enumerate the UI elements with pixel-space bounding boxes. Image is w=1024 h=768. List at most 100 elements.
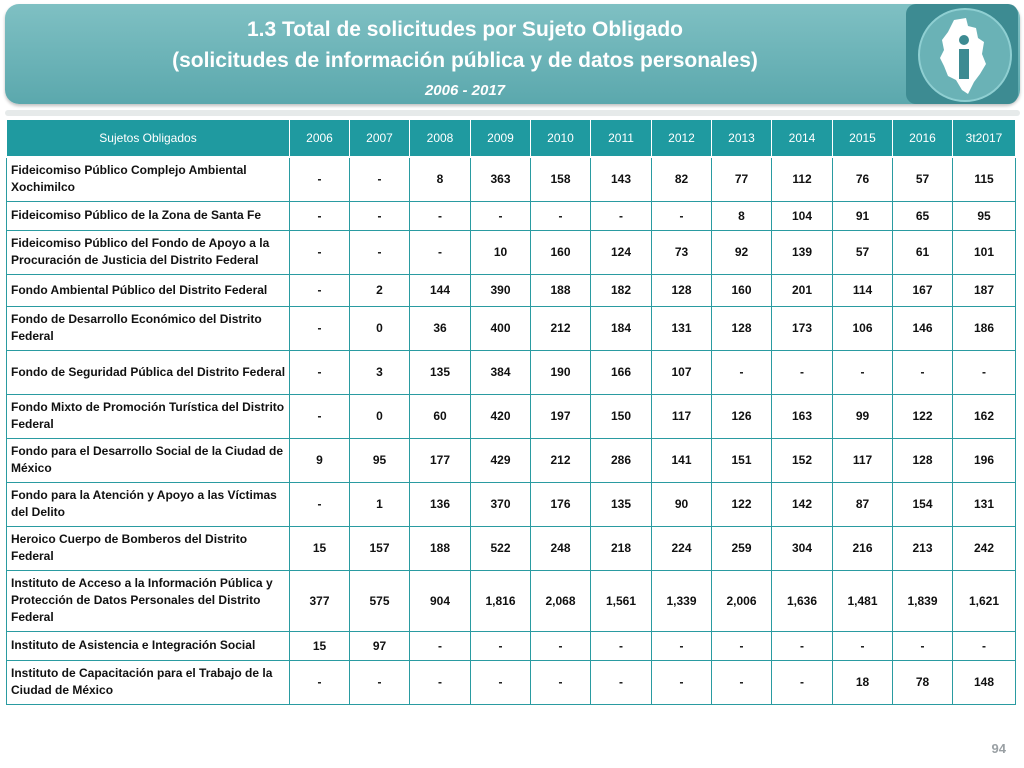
row-value-cell: 146	[892, 305, 953, 351]
row-value-cell: -	[651, 659, 712, 705]
row-value-cell: -	[711, 349, 772, 395]
row-value-cell: 1,339	[651, 569, 712, 632]
row-value-cell: -	[530, 659, 591, 705]
row-value-cell: 60	[409, 393, 471, 439]
row-value-cell: -	[771, 659, 833, 705]
row-value-cell: 144	[409, 273, 471, 307]
row-value-cell: 304	[771, 525, 833, 571]
row-value-cell: 95	[952, 200, 1016, 231]
row-value-cell: 141	[651, 437, 712, 483]
row-value-cell: 1,839	[892, 569, 953, 632]
row-value-cell: 184	[590, 305, 652, 351]
row-value-cell: 148	[952, 659, 1016, 705]
row-value-cell: 77	[711, 156, 772, 202]
row-value-cell: 152	[771, 437, 833, 483]
row-value-cell: -	[470, 659, 531, 705]
row-value-cell: -	[470, 630, 531, 661]
row-value-cell: -	[349, 229, 410, 275]
row-value-cell: 182	[590, 273, 652, 307]
table-row: Heroico Cuerpo de Bomberos del Distrito …	[6, 525, 1016, 571]
row-value-cell: 259	[711, 525, 772, 571]
column-header-year: 2006	[289, 119, 350, 158]
row-value-cell: 131	[952, 481, 1016, 527]
title-banner: 1.3 Total de solicitudes por Sujeto Obli…	[5, 4, 1020, 104]
row-value-cell: 65	[892, 200, 953, 231]
row-value-cell: 522	[470, 525, 531, 571]
row-value-cell: 106	[832, 305, 893, 351]
period-label: 2006 - 2017	[424, 82, 506, 99]
row-value-cell: 8	[409, 156, 471, 202]
row-value-cell: 2,068	[530, 569, 591, 632]
row-value-cell: -	[289, 229, 350, 275]
row-entity-name: Fondo Ambiental Público del Distrito Fed…	[6, 273, 290, 307]
row-value-cell: 97	[349, 630, 410, 661]
table-row: Fondo de Seguridad Pública del Distrito …	[6, 349, 1016, 395]
row-value-cell: -	[651, 630, 712, 661]
row-value-cell: 160	[711, 273, 772, 307]
row-value-cell: 1,481	[832, 569, 893, 632]
row-value-cell: 128	[711, 305, 772, 351]
row-value-cell: 87	[832, 481, 893, 527]
row-value-cell: 176	[530, 481, 591, 527]
page-number: 94	[991, 741, 1006, 756]
row-value-cell: -	[530, 200, 591, 231]
row-value-cell: 384	[470, 349, 531, 395]
row-value-cell: 3	[349, 349, 410, 395]
row-value-cell: 177	[409, 437, 471, 483]
row-value-cell: 124	[590, 229, 652, 275]
row-value-cell: 224	[651, 525, 712, 571]
row-value-cell: 1,561	[590, 569, 652, 632]
row-value-cell: 1	[349, 481, 410, 527]
row-value-cell: -	[289, 200, 350, 231]
row-value-cell: 187	[952, 273, 1016, 307]
row-entity-name: Fideicomiso Público de la Zona de Santa …	[6, 200, 290, 231]
row-value-cell: 143	[590, 156, 652, 202]
row-entity-name: Fondo Mixto de Promoción Turística del D…	[6, 393, 290, 439]
row-value-cell: 131	[651, 305, 712, 351]
row-value-cell: -	[590, 630, 652, 661]
row-value-cell: 370	[470, 481, 531, 527]
row-value-cell: 188	[530, 273, 591, 307]
row-value-cell: 61	[892, 229, 953, 275]
row-value-cell: -	[832, 349, 893, 395]
row-value-cell: -	[409, 630, 471, 661]
row-entity-name: Fondo de Seguridad Pública del Distrito …	[6, 349, 290, 395]
table-row: Fondo de Desarrollo Económico del Distri…	[6, 305, 1016, 351]
row-value-cell: 8	[711, 200, 772, 231]
row-value-cell: 82	[651, 156, 712, 202]
row-value-cell: 390	[470, 273, 531, 307]
table-row: Instituto de Capacitación para el Trabaj…	[6, 659, 1016, 705]
row-value-cell: 122	[711, 481, 772, 527]
row-value-cell: 575	[349, 569, 410, 632]
row-entity-name: Fondo para el Desarrollo Social de la Ci…	[6, 437, 290, 483]
row-value-cell: -	[470, 200, 531, 231]
row-value-cell: 117	[651, 393, 712, 439]
row-value-cell: 128	[892, 437, 953, 483]
row-value-cell: 117	[832, 437, 893, 483]
row-value-cell: -	[349, 156, 410, 202]
table-row: Fondo Mixto de Promoción Turística del D…	[6, 393, 1016, 439]
column-header-year: 2014	[771, 119, 833, 158]
row-value-cell: 151	[711, 437, 772, 483]
row-value-cell: 190	[530, 349, 591, 395]
table-row: Fondo para la Atención y Apoyo a las Víc…	[6, 481, 1016, 527]
row-value-cell: 186	[952, 305, 1016, 351]
row-value-cell: 2,006	[711, 569, 772, 632]
row-value-cell: -	[289, 305, 350, 351]
row-value-cell: 400	[470, 305, 531, 351]
row-entity-name: Fondo para la Atención y Apoyo a las Víc…	[6, 481, 290, 527]
page-subtitle: (solicitudes de información pública y de…	[172, 49, 758, 72]
row-value-cell: 154	[892, 481, 953, 527]
column-header-year: 2013	[711, 119, 772, 158]
row-value-cell: -	[409, 200, 471, 231]
row-value-cell: 92	[711, 229, 772, 275]
row-value-cell: 76	[832, 156, 893, 202]
table-row: Instituto de Asistencia e Integración So…	[6, 630, 1016, 661]
row-value-cell: 0	[349, 305, 410, 351]
column-header-year: 3t2017	[952, 119, 1016, 158]
row-value-cell: -	[651, 200, 712, 231]
row-value-cell: 1,816	[470, 569, 531, 632]
row-value-cell: 1,636	[771, 569, 833, 632]
row-entity-name: Fideicomiso Público del Fondo de Apoyo a…	[6, 229, 290, 275]
row-value-cell: 196	[952, 437, 1016, 483]
